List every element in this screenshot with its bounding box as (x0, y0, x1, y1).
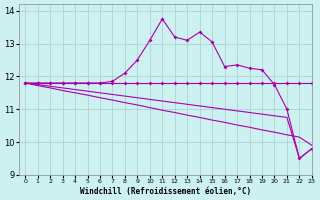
X-axis label: Windchill (Refroidissement éolien,°C): Windchill (Refroidissement éolien,°C) (80, 187, 251, 196)
